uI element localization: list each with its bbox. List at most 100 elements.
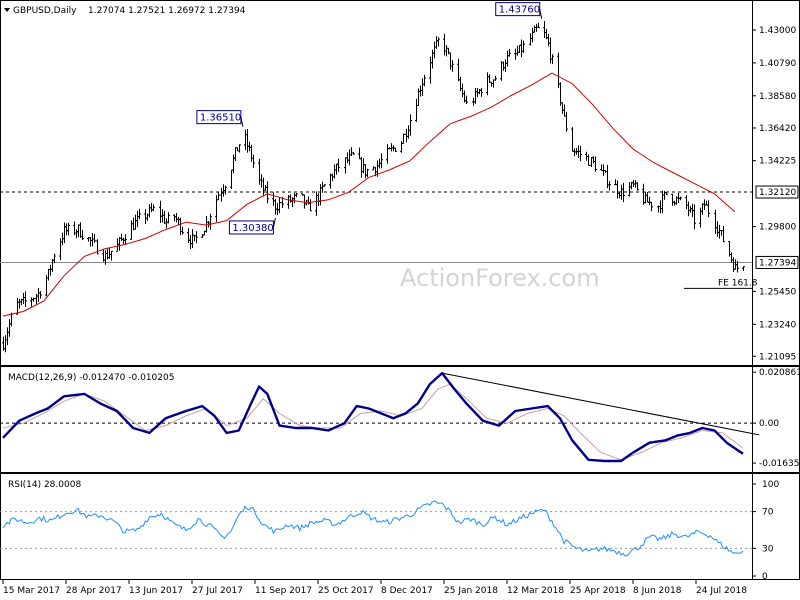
ohlc-bar [79,222,82,238]
ohlc-bar [561,102,564,114]
ohlc-bar [244,129,247,151]
ohlc-bar [276,203,279,216]
ohlc-bar [167,212,170,224]
ohlc-bar [335,163,338,175]
price-axis-label: 1.25450 [759,287,796,297]
ohlc-bar [278,197,281,214]
swing-annotation-pointer [539,9,543,19]
ohlc-bar [587,154,590,166]
ohlc-bar [220,187,223,202]
ohlc-bar [685,195,688,210]
ohlc-bar [65,223,68,236]
ohlc-bar [362,158,365,174]
level-price-tag-text: 1.32120 [759,188,796,198]
ohlc-bar [608,181,611,191]
ohlc-bar [77,224,80,238]
x-axis-label: 12 Mar 2018 [507,586,564,596]
x-axis-label: 25 Apr 2018 [570,586,626,596]
ohlc-bar [494,75,497,81]
ohlc-bars [2,21,745,353]
ohlc-bar [32,297,35,302]
macd-title: MACD(12,26,9) -0.012470 -0.010205 [8,373,174,383]
ohlc-bar [500,61,503,81]
ohlc-bar [628,182,631,197]
ohlc-bar [565,111,568,132]
ohlc-bar [529,33,532,46]
ohlc-bar [437,37,440,47]
x-axis-label: 13 Jun 2017 [129,586,183,596]
ohlc-bar [659,200,662,214]
ohlc-bar [445,45,448,57]
ohlc-bar [195,231,198,244]
collapse-triangle-icon[interactable] [4,8,10,12]
ohlc-bar [547,33,550,47]
ohlc-bar [386,144,389,164]
ohlc-bar [360,156,363,178]
ohlc-bar [364,164,367,179]
ohlc-bar [502,61,505,71]
ohlc-bar [18,298,21,309]
ohlc-bar [394,147,397,152]
ohlc-bar [252,154,255,168]
ohlc-bar [75,229,78,239]
ohlc-bar [492,79,495,88]
ohlc-bar [644,191,647,204]
ohlc-bar [474,88,477,104]
ohlc-bar [152,204,155,212]
ohlc-bar [248,141,251,152]
price-axis-label: 1.36420 [759,124,796,134]
ohlc-bar [120,233,123,241]
ohlc-bar [648,196,651,206]
ohlc-bar [559,82,562,106]
ohlc-bar [557,52,560,89]
ohlc-bar [402,133,405,144]
ohlc-bar [736,260,739,273]
ohlc-bar [665,192,668,195]
rsi-axis-label: 70 [762,508,774,518]
ohlc-bar [47,268,50,281]
ohlc-bar [262,177,265,197]
ohlc-bar [272,192,275,206]
macd-main-line [2,371,744,463]
ohlc-bar [321,181,324,193]
ohlc-bar [699,207,702,228]
ohlc-bar [551,54,554,65]
price-axis-label: 1.40790 [759,59,796,69]
ohlc-bar [246,129,249,153]
ohlc-bar [571,127,574,152]
ohlc-bar [67,222,70,236]
ohlc-bar [144,209,147,224]
swing-annotation-label: 1.36510 [200,113,241,124]
ohlc-bar [110,250,113,261]
moving-average-line [2,72,736,317]
ohlc-bar [118,237,121,251]
ohlc-bar [579,145,582,162]
ohlc-bar [352,151,355,155]
ohlc-bar [516,45,519,56]
ohlc-bar [224,185,227,195]
ohlc-bar [165,218,168,229]
ohlc-bar [217,192,220,201]
ohlc-bar [81,229,84,241]
swing-annotation-pointer [240,117,244,127]
ohlc-bar [443,33,446,56]
x-axis-label: 28 Apr 2017 [66,586,122,596]
rsi-axis-label: 100 [762,480,779,490]
ohlc-bar [742,266,745,271]
price-axis-label: 1.23240 [759,320,796,330]
ohlc-bar [39,291,42,299]
ohlc-bar [535,23,538,32]
ohlc-bar [8,319,11,337]
ohlc-bar [181,226,184,235]
ohlc-bar [4,335,7,353]
ohlc-bar [24,291,27,307]
ohlc-bar [504,59,507,72]
watermark: ActionForex.com [400,264,600,292]
x-axis-label: 25 Jan 2018 [444,586,498,596]
price-layer: 1.43000 1.40790 1.38580 1.36420 1.34225 1.298… [0,2,799,362]
ohlc-bar [429,56,432,84]
ohlc-bar [258,158,261,185]
ohlc-bar [295,193,298,198]
current-price-tag [755,255,799,269]
